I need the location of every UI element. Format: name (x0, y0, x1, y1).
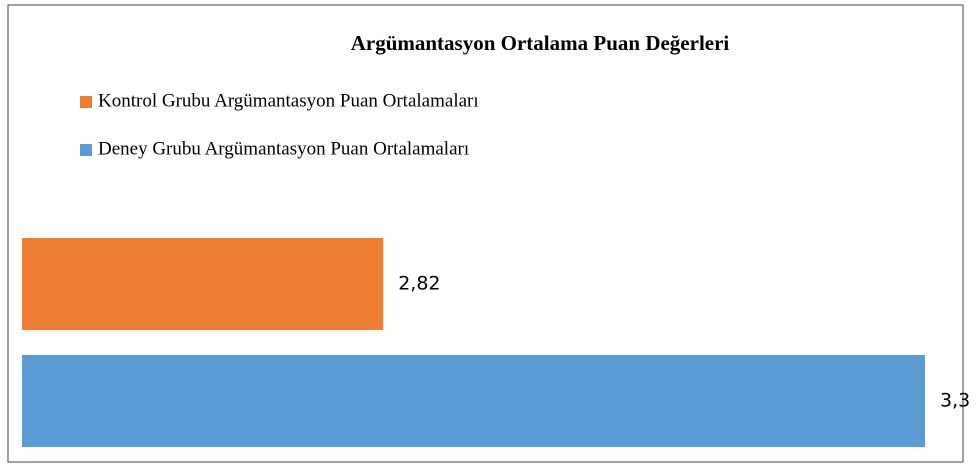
legend-swatch (80, 144, 92, 156)
bar (22, 238, 384, 330)
legend-label: Deney Grubu Argümantasyon Puan Ortalamal… (98, 138, 469, 159)
legend-label: Kontrol Grubu Argümantasyon Puan Ortalam… (98, 90, 479, 111)
bar (22, 355, 925, 447)
value-label: 3,3 (940, 390, 970, 412)
value-label: 2,82 (398, 273, 440, 295)
legend-swatch (80, 96, 92, 108)
chart-title: Argümantasyon Ortalama Puan Değerleri (351, 31, 730, 55)
